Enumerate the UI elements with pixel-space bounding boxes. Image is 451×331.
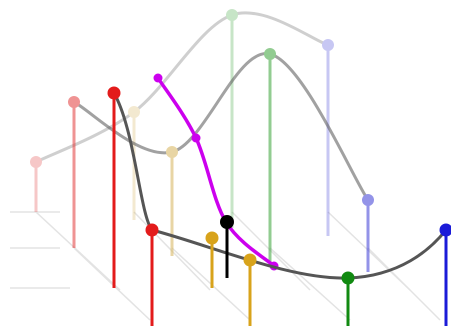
middle-curve	[72, 52, 370, 202]
front-point	[341, 271, 355, 285]
front-point	[243, 253, 257, 267]
back-point	[128, 106, 140, 118]
front-point	[439, 223, 451, 237]
middle-point	[362, 194, 374, 206]
front-curve	[112, 92, 448, 280]
front-point	[107, 86, 121, 100]
back-point	[322, 39, 334, 51]
middle-point	[166, 146, 178, 158]
back-point	[226, 9, 238, 21]
highlight-point	[220, 215, 234, 229]
floor-line	[367, 247, 441, 321]
middle-layer	[68, 48, 374, 272]
back-layer	[30, 9, 334, 236]
highlight-curve	[156, 76, 276, 268]
middle-point	[68, 96, 80, 108]
highlight-curve-point	[153, 73, 163, 83]
front-point	[145, 223, 159, 237]
front-layer	[107, 86, 451, 326]
floor-line	[73, 247, 151, 321]
back-curve	[34, 11, 330, 164]
highlight-curve-point	[191, 133, 201, 143]
middle-point	[264, 48, 276, 60]
front-point	[205, 231, 219, 245]
back-point	[30, 156, 42, 168]
floor-line	[269, 247, 351, 321]
